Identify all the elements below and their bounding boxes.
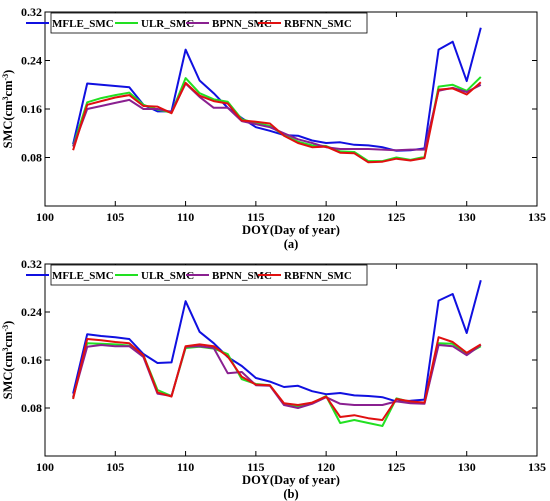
y-axis-label-end: ) — [1, 70, 15, 74]
x-tick-label: 100 — [36, 460, 54, 474]
y-axis-label-mid: cm — [1, 80, 15, 97]
legend-entry-label: MFLE_SMC — [52, 18, 114, 30]
series-line-mfle-smc — [72, 279, 482, 403]
y-tick-label: 0.24 — [21, 305, 42, 319]
y-axis-label-sup2: -3 — [1, 325, 10, 332]
series-line-rbfnn-smc — [72, 81, 482, 164]
y-axis-label-sup1: 3 — [1, 96, 10, 100]
y-axis-label: SMC(cm3cm-3) — [1, 70, 16, 149]
plot-area-frame — [44, 11, 538, 207]
legend-entry-label: BPNN_SMC — [212, 18, 272, 30]
y-axis-label-main: SMC(cm — [1, 351, 15, 399]
legend-entry-label: RBFNN_SMC — [284, 18, 352, 30]
x-tick-label: 130 — [458, 210, 476, 224]
x-tick-label: 115 — [247, 210, 264, 224]
x-tick-label: 120 — [317, 210, 335, 224]
chart-panel-b: 100 105 110 115 120 125 130 135 0.08 0.16 0.24 0.32… — [1, 257, 547, 501]
series-lines — [72, 27, 482, 164]
x-tick-label: 125 — [387, 460, 405, 474]
x-tick-label: 110 — [177, 210, 194, 224]
legend-entry-label: MFLE_SMC — [52, 270, 114, 282]
x-axis-label: DOY(Day of year) — [242, 223, 340, 237]
x-tick-label: 110 — [177, 460, 194, 474]
x-tick-label: 135 — [528, 460, 546, 474]
series-line-rbfnn-smc — [72, 336, 482, 421]
x-tick-label: 130 — [458, 460, 476, 474]
x-tick-label: 105 — [106, 460, 124, 474]
y-tick-label: 0.08 — [21, 401, 42, 415]
series-lines — [72, 279, 482, 427]
x-axis-label: DOY(Day of year) — [242, 473, 340, 487]
y-axis-label-end: ) — [1, 321, 15, 325]
series-line-bpnn-smc — [72, 344, 482, 409]
x-tick-label: 105 — [106, 210, 124, 224]
legend-entry-label: BPNN_SMC — [212, 270, 272, 282]
legend: MFLE_SMC ULR_SMC BPNN_SMC RBFNN_SMC — [26, 12, 368, 34]
y-axis-label: SMC(cm3cm-3) — [1, 321, 16, 400]
y-tick-label: 0.16 — [21, 102, 42, 116]
y-tick-label: 0.08 — [21, 151, 42, 165]
axis-ticks: 100 105 110 115 120 125 130 135 0.08 0.16 0.24 0.32 — [21, 5, 546, 224]
legend-entry-label: RBFNN_SMC — [284, 270, 352, 282]
y-axis-label-sup1: 3 — [1, 347, 10, 351]
x-tick-label: 135 — [528, 210, 546, 224]
x-tick-label: 125 — [387, 210, 405, 224]
panel-label: (a) — [284, 237, 299, 251]
series-line-mfle-smc — [72, 27, 482, 152]
y-axis-label-main: SMC(cm — [1, 100, 15, 148]
panel-label: (b) — [283, 487, 298, 501]
legend-entry-label: ULR_SMC — [141, 18, 194, 30]
y-tick-label: 0.24 — [21, 54, 42, 68]
x-tick-label: 120 — [317, 460, 335, 474]
plot-area-frame — [44, 263, 538, 457]
y-axis-label-sup2: -3 — [1, 74, 10, 81]
y-tick-label: 0.32 — [21, 257, 42, 271]
y-tick-label: 0.16 — [21, 353, 42, 367]
x-tick-label: 100 — [36, 210, 54, 224]
legend-entry-label: ULR_SMC — [141, 270, 194, 282]
y-axis-label-mid: cm — [1, 331, 15, 348]
x-tick-label: 115 — [247, 460, 264, 474]
legend: MFLE_SMC ULR_SMC BPNN_SMC RBFNN_SMC — [26, 264, 368, 286]
chart-panel-a: 100 105 110 115 120 125 130 135 0.08 0.16 0.24 0.32… — [1, 5, 547, 251]
axis-ticks: 100 105 110 115 120 125 130 135 0.08 0.16 0.24 0.32 — [21, 257, 546, 474]
y-tick-label: 0.32 — [21, 5, 42, 19]
